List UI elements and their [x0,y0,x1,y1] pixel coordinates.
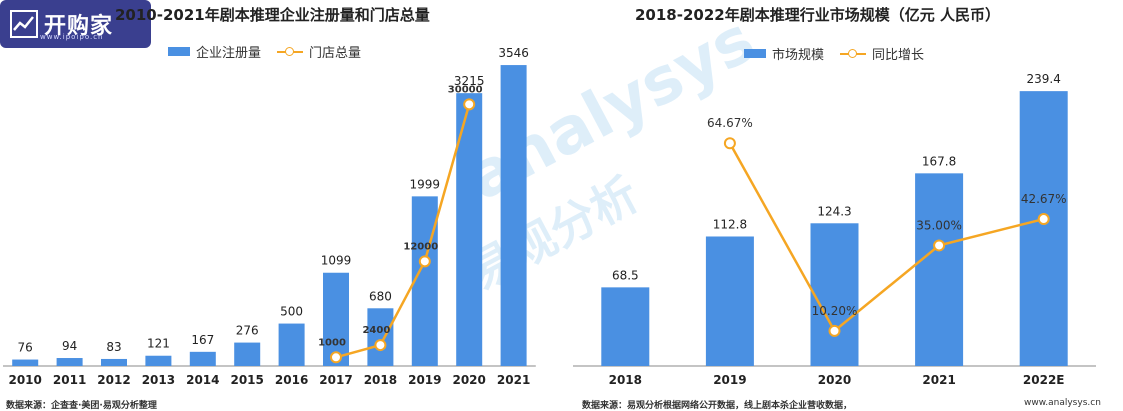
bar-value-label: 94 [62,339,77,353]
line-value-label: 10.20% [812,304,858,318]
line-value-label: 1000 [318,337,346,348]
legend-line-label: 同比增长 [872,48,925,63]
x-tick-label: 2013 [142,373,175,387]
bar [915,173,964,366]
x-tick-label: 2010 [8,373,41,387]
chart1-legend: 企业注册量 门店总量 [168,42,361,61]
bar-value-label: 124.3 [817,204,851,218]
bar [234,342,261,366]
x-tick-label: 2012 [97,373,130,387]
bar [601,287,650,366]
line-value-label: 12000 [403,241,438,252]
chart1-title: 2010-2021年剧本推理企业注册量和门店总量 [115,6,430,24]
bar-value-label: 239.4 [1027,72,1061,86]
bar [323,272,349,366]
line-value-label: 42.67% [1021,192,1067,206]
x-tick-label: 2021 [922,373,955,387]
x-tick-label: 2017 [319,373,352,387]
bar-value-label: 68.5 [612,268,639,282]
bar-value-label: 1999 [410,177,441,191]
line-series [728,142,1045,333]
bar [189,351,216,366]
legend-line-label: 门店总量 [309,46,362,61]
bar-value-label: 500 [280,305,303,319]
bar-value-label: 76 [18,341,33,355]
x-tick-label: 2022E [1023,373,1065,387]
line-point [418,255,431,268]
legend-bar-label: 市场规模 [772,48,825,63]
bar-value-label: 680 [369,289,392,303]
bar [12,359,39,366]
logo-name: 开购家 [44,14,114,39]
chart1-plot: 76 2010 94 2011 83 2012 121 2013 167 2014 276 2015 5… [3,46,536,387]
line-value-label: 30000 [448,84,483,95]
bar-value-label: 167 [191,333,214,347]
x-tick-label: 2019 [713,373,746,387]
chart2-source: 数据来源：易观分析根据网络公开数据，线上剧本杀企业营收数据， [582,401,853,411]
chart2-legend: 市场规模 同比增长 [744,44,924,63]
line-value-label: 35.00% [916,218,962,232]
line-value-label: 2400 [362,325,390,336]
bar-value-label: 112.8 [713,217,747,231]
chart-icon [10,10,38,38]
bar [500,65,527,367]
chart1-source: 数据来源：企查查·美团·易观分析整理 [6,401,157,411]
chart2-plot: 68.5 2018 112.8 2019 124.3 2020 167.8 2021 239.4… [573,72,1096,387]
x-tick-label: 2019 [408,373,441,387]
bar-value-label: 1099 [321,254,352,268]
bar [705,236,754,366]
x-tick-label: 2016 [275,373,308,387]
legend-bar-label: 企业注册量 [196,46,262,61]
line-point [374,339,387,352]
x-tick-label: 2018 [364,373,397,387]
legend-line-swatch [840,48,867,59]
line-point [1037,213,1050,226]
bar-value-label: 3546 [498,46,529,60]
chart2-title: 2018-2022年剧本推理行业市场规模（亿元 人民币） [635,6,1000,24]
line-point [828,324,841,337]
bar [1019,91,1068,366]
line-point [723,137,736,150]
logo-badge: 开购家 www.ipoipo.cn [0,0,151,48]
x-tick-label: 2020 [452,373,485,387]
line-point [463,98,476,111]
x-tick-label: 2015 [230,373,263,387]
legend-line-swatch [277,46,304,57]
bar [56,358,83,366]
site-footer: www.analysys.cn [1024,398,1101,408]
line-value-label: 64.67% [707,116,753,130]
line-point [330,351,342,364]
logo-site: www.ipoipo.cn [40,33,104,41]
bar [278,323,305,366]
bar [101,358,127,366]
x-tick-label: 2020 [818,373,851,387]
line-series [335,103,471,359]
legend-bar-swatch [744,49,766,58]
bar [411,196,438,366]
bar-value-label: 167.8 [922,154,956,168]
x-tick-label: 2011 [53,373,86,387]
bar-value-label: 83 [106,340,121,354]
x-tick-label: 2021 [497,373,530,387]
bar-value-label: 3215 [454,74,485,88]
x-tick-label: 2018 [609,373,642,387]
legend-bar-swatch [168,47,190,56]
bar [145,355,172,366]
bar-value-label: 276 [236,324,259,338]
bar [367,308,394,366]
bar [810,223,859,366]
line-point [933,239,946,252]
x-tick-label: 2014 [186,373,219,387]
bar-value-label: 121 [147,337,170,351]
